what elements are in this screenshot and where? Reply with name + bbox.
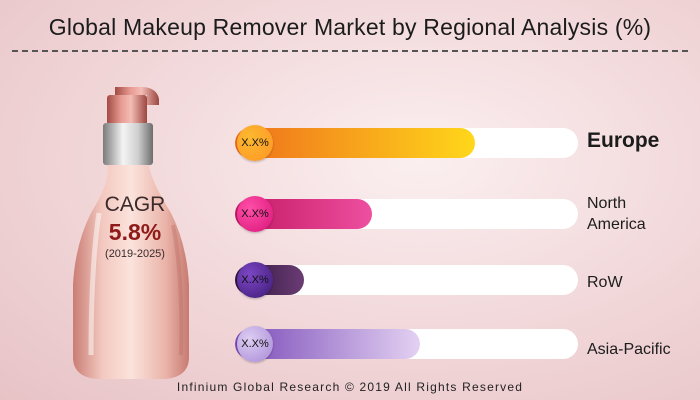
category-label-asia-pacific: Asia-Pacific: [587, 341, 671, 358]
data-label-row: X.X%: [237, 262, 273, 298]
bar-row-europe: X.X%: [235, 125, 578, 161]
data-label-europe: X.X%: [237, 125, 273, 161]
cagr-period: (2019-2025): [105, 248, 165, 260]
footer-copyright: Infinium Global Research © 2019 All Righ…: [176, 380, 524, 394]
bar-row-asia-pacific: X.X%: [235, 326, 578, 362]
title-divider: [12, 50, 688, 52]
cagr-callout: CAGR 5.8% (2019-2025): [85, 193, 185, 260]
chart-title: Global Makeup Remover Market by Regional…: [48, 14, 652, 40]
data-label-asia-pacific: X.X%: [237, 326, 273, 362]
bar-europe: [235, 128, 476, 158]
cagr-value: 5.8%: [108, 219, 162, 245]
data-label-north-america: X.X%: [237, 196, 273, 232]
cagr-label: CAGR: [104, 193, 166, 216]
category-label-europe: Europe: [587, 129, 660, 152]
bottle-icon: [73, 87, 189, 379]
category-label-row: RoW: [587, 274, 623, 291]
bar-row-row: X.X%: [235, 262, 578, 298]
bar-row-north-america: X.X%: [235, 196, 578, 232]
category-label-north-america: North America: [587, 195, 646, 233]
